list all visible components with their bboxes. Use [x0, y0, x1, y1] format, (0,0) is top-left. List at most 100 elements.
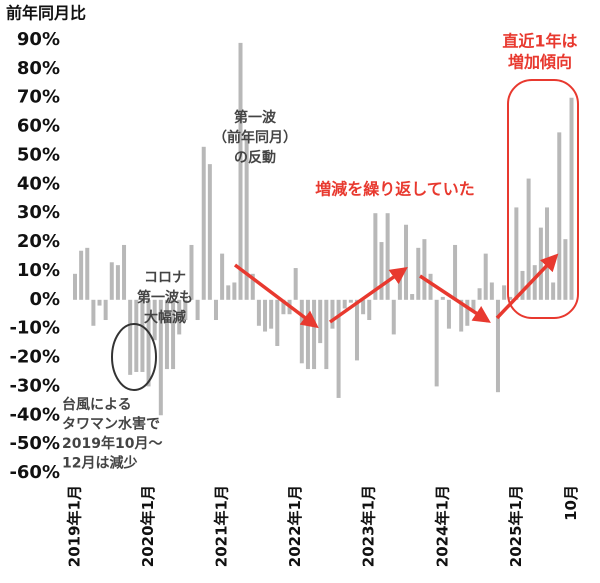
bar — [177, 299, 182, 335]
bar — [532, 265, 537, 300]
bar — [526, 178, 531, 300]
bar — [342, 299, 347, 309]
bar — [232, 282, 237, 300]
bar — [140, 299, 145, 372]
bar — [404, 224, 409, 300]
bar — [538, 227, 543, 300]
x-tick-label: 2021年1月 — [213, 485, 231, 567]
bar — [508, 296, 513, 300]
y-tick-label: -10% — [9, 318, 60, 339]
annotation: 12月は減少 — [62, 455, 137, 472]
bar — [434, 299, 439, 387]
bar — [73, 273, 77, 300]
x-tick-label: 2025年1月 — [507, 485, 525, 567]
bar — [195, 299, 200, 321]
bar — [416, 247, 421, 300]
y-tick-label: 20% — [17, 231, 60, 252]
bar — [569, 97, 574, 300]
bar — [459, 299, 464, 332]
bar — [109, 262, 114, 300]
annotation: 2019年10月〜 — [62, 435, 162, 452]
y-tick-label: 40% — [17, 173, 60, 194]
bar — [336, 299, 341, 398]
bar — [563, 239, 568, 300]
bar — [281, 299, 286, 315]
y-tick-label: -20% — [9, 347, 60, 368]
bar — [551, 282, 556, 300]
bar — [97, 299, 102, 306]
y-tick-label: 60% — [17, 116, 60, 137]
annotation: （前年同月） — [213, 129, 297, 146]
bar — [213, 299, 218, 321]
bar — [348, 299, 353, 303]
bar — [410, 294, 415, 300]
bar — [373, 213, 378, 300]
bar — [189, 244, 194, 300]
bar — [122, 244, 127, 300]
y-tick-label: 80% — [17, 58, 60, 79]
bar — [397, 276, 402, 300]
bar — [312, 299, 317, 370]
x-tick-label: 2022年1月 — [286, 485, 304, 567]
trend-arrows — [233, 253, 559, 329]
annotation: 増減を繰り返していた — [315, 180, 475, 199]
bar — [201, 146, 206, 300]
bar — [275, 299, 280, 346]
y-axis-label: 前年同月比 — [6, 4, 86, 23]
y-tick-label: 10% — [17, 260, 60, 281]
bar — [391, 299, 396, 335]
y-tick-label: -50% — [9, 433, 60, 454]
bar — [293, 268, 298, 300]
x-tick-label: 2019年1月 — [66, 485, 84, 567]
bar — [489, 282, 494, 300]
bar — [330, 299, 335, 329]
highlight-ellipse — [111, 323, 157, 391]
bar — [514, 207, 519, 300]
y-tick-label: -30% — [9, 375, 60, 396]
annotation: タワマン水害で — [62, 416, 160, 433]
bar — [171, 299, 176, 370]
y-tick-label: 50% — [17, 144, 60, 165]
bar — [79, 250, 84, 300]
bar — [428, 273, 433, 300]
bar — [361, 299, 366, 315]
bar — [385, 213, 390, 300]
y-tick-label: 70% — [17, 87, 60, 108]
bar — [324, 299, 329, 370]
bar — [152, 299, 157, 341]
bar — [367, 299, 372, 321]
bar — [520, 270, 525, 300]
bar — [207, 164, 212, 300]
annotation: 増加傾向 — [508, 53, 572, 72]
y-tick-label: 30% — [17, 202, 60, 223]
bar — [557, 132, 562, 300]
y-tick-label: -60% — [9, 462, 60, 483]
bar — [220, 253, 225, 300]
bar — [183, 299, 188, 321]
annotation: コロナ — [144, 270, 186, 286]
annotation: 大幅減 — [144, 309, 186, 326]
bar — [256, 299, 261, 326]
bar — [354, 299, 359, 361]
bar — [477, 288, 482, 300]
bar — [440, 296, 445, 300]
bar — [146, 299, 151, 387]
bar — [318, 299, 323, 344]
bar — [269, 299, 274, 329]
bar — [453, 244, 458, 300]
annotation: 直近1年は — [502, 32, 577, 51]
bar — [422, 239, 427, 300]
bar — [299, 299, 304, 364]
bar — [115, 265, 120, 300]
bar — [158, 299, 163, 416]
bar — [250, 273, 255, 300]
y-tick-label: 0% — [29, 289, 60, 310]
bar — [238, 42, 243, 300]
bar — [164, 299, 169, 370]
highlight-box — [507, 79, 579, 319]
x-tick-label: 10月 — [562, 485, 580, 521]
bar — [263, 299, 268, 332]
y-tick-label: 90% — [17, 29, 60, 50]
bar — [226, 285, 231, 300]
